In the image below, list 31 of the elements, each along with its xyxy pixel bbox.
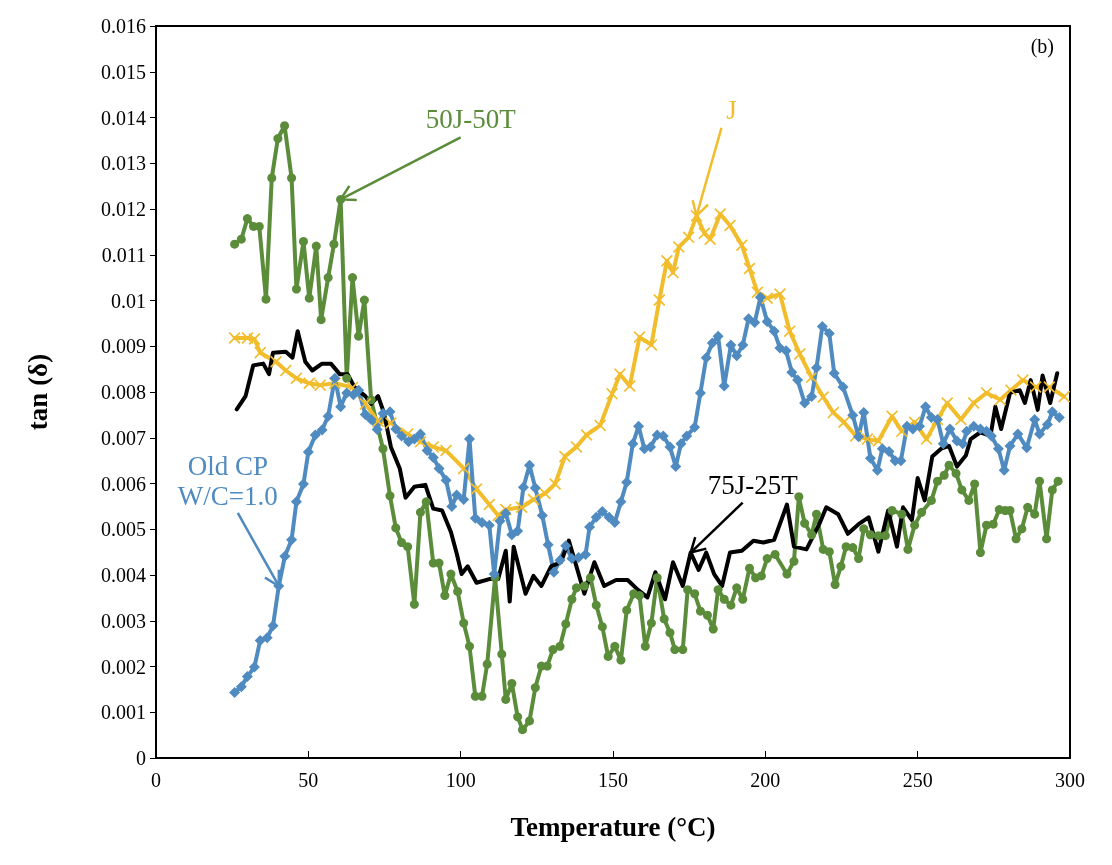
y-tick-label: 0.016 — [101, 15, 146, 37]
x-tick-label: 150 — [598, 769, 628, 791]
x-tick-label: 300 — [1055, 769, 1085, 791]
y-tick-label: 0.009 — [101, 335, 146, 358]
x-tick-label: 0 — [151, 769, 161, 791]
y-tick-label: 0.003 — [101, 609, 146, 632]
y-tick-label: 0.002 — [101, 655, 146, 678]
y-tick-label: 0.014 — [101, 106, 146, 129]
y-tick-label: 0.013 — [101, 152, 146, 175]
x-tick-label: 50 — [298, 769, 319, 791]
y-tick-label: 0.005 — [101, 518, 146, 541]
y-tick-label: 0.006 — [101, 472, 146, 495]
y-tick-label: 0.01 — [111, 289, 146, 312]
y-tick-label: 0.011 — [101, 243, 146, 266]
x-axis-title: Temperature (°C) — [510, 811, 716, 842]
y-tick-label: 0.001 — [101, 701, 146, 724]
annotation: 50J-50T — [425, 104, 517, 135]
y-tick-label: 0.007 — [101, 426, 146, 449]
y-axis-title: tan (δ) — [22, 353, 53, 431]
annotation: J — [726, 94, 737, 125]
y-tick-label: 0.012 — [101, 198, 146, 220]
x-tick-label: 100 — [445, 769, 476, 791]
y-tick-label: 0.015 — [101, 60, 146, 83]
x-tick-label: 200 — [750, 769, 781, 791]
y-tick-label: 0.008 — [101, 381, 146, 403]
annotation: (b) — [1030, 35, 1055, 58]
annotation: 75J-25T — [707, 469, 799, 500]
annotation: Old CP W/C=1.0 — [177, 450, 278, 511]
x-tick-label: 250 — [902, 769, 933, 791]
y-tick-label: 0.004 — [101, 564, 146, 586]
y-tick-label: 0 — [136, 747, 146, 769]
